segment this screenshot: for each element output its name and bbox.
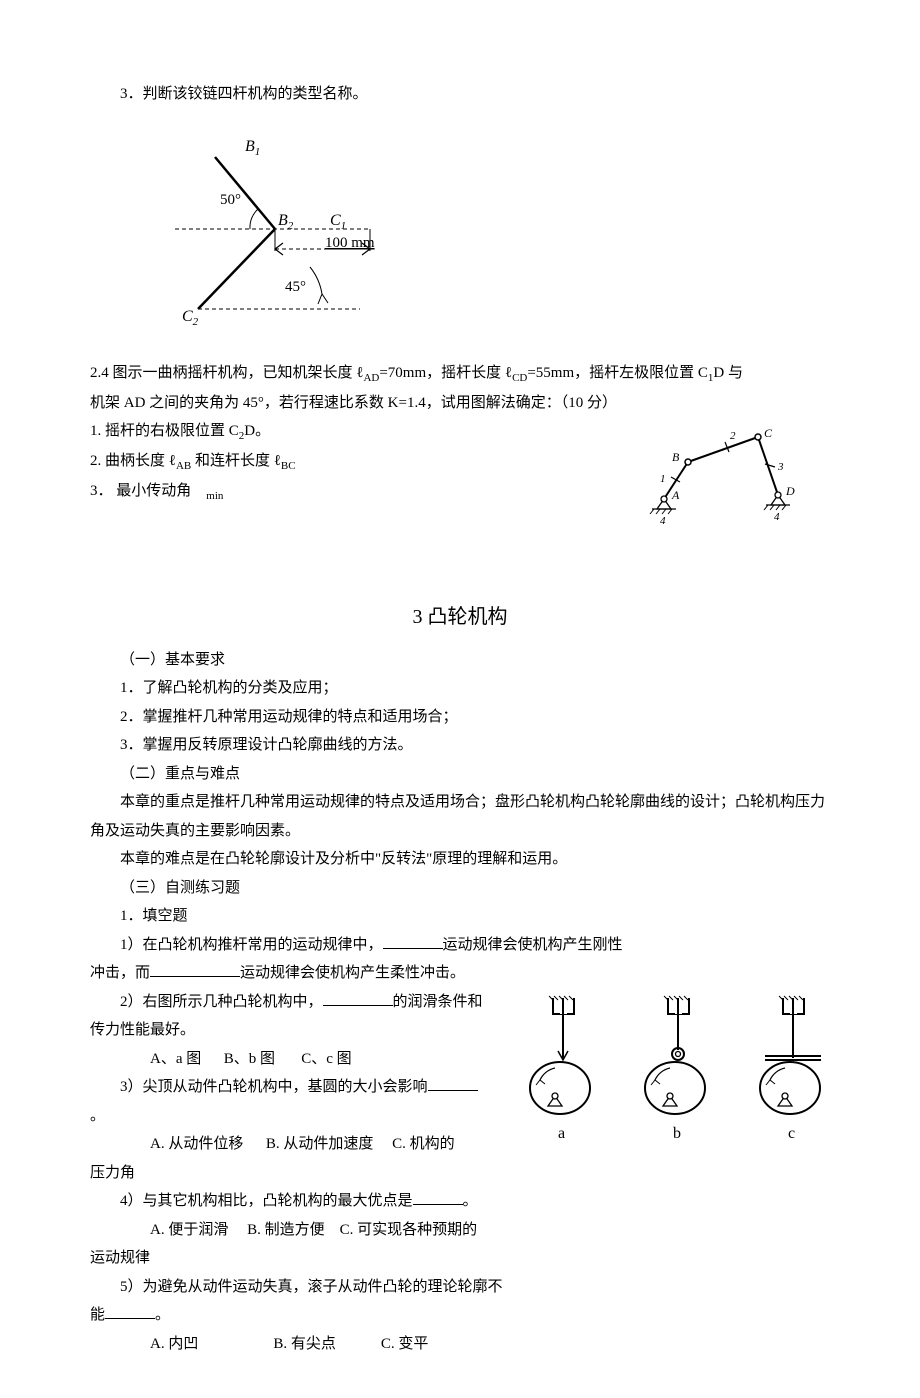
q24-line2: 机架 AD 之间的夹角为 45°，若行程速比系数 K=1.4，试用图解法确定：（… bbox=[90, 389, 830, 418]
svg-text:D: D bbox=[785, 484, 795, 498]
sec3-h3: （三）自测练习题 bbox=[90, 874, 830, 903]
figure-2-fourbar: A B C D 1 2 3 4 4 bbox=[630, 417, 830, 538]
blank-1b bbox=[150, 961, 240, 977]
sec3-p1: 本章的重点是推杆几种常用运动规律的特点及适用场合；盘形凸轮机构凸轮轮廓曲线的设计… bbox=[90, 788, 830, 845]
fill-4-opts: A. 便于润滑 B. 制造方便 C. 可实现各种预期的 bbox=[90, 1216, 830, 1245]
svg-text:b: b bbox=[673, 1125, 681, 1142]
svg-text:C2: C2 bbox=[182, 308, 199, 328]
section-3-title: 3 凸轮机构 bbox=[90, 598, 830, 636]
svg-text:C: C bbox=[764, 426, 773, 440]
svg-text:a: a bbox=[558, 1125, 565, 1142]
sec3-ft: 1．填空题 bbox=[90, 902, 830, 931]
svg-text:B1: B1 bbox=[245, 138, 260, 158]
figure-3-cams: a b bbox=[500, 988, 830, 1159]
svg-text:B: B bbox=[672, 450, 680, 464]
svg-text:3: 3 bbox=[777, 461, 784, 473]
fill-5: 5）为避免从动件运动失真，滚子从动件凸轮的理论轮廓不 bbox=[90, 1273, 830, 1302]
svg-text:4: 4 bbox=[774, 511, 780, 523]
sec3-r3: 3．掌握用反转原理设计凸轮廓曲线的方法。 bbox=[90, 731, 830, 760]
q1-line: 3．判断该铰链四杆机构的类型名称。 bbox=[90, 80, 830, 109]
q1-num: 3． bbox=[120, 86, 143, 102]
svg-text:2: 2 bbox=[730, 430, 736, 442]
svg-text:50°: 50° bbox=[220, 192, 241, 208]
svg-text:A: A bbox=[671, 488, 680, 502]
fill-5-opts: A. 内凹 B. 有尖点 C. 变平 bbox=[90, 1330, 830, 1359]
sec3-h1: （一）基本要求 bbox=[90, 646, 830, 675]
sec3-h2: （二）重点与难点 bbox=[90, 760, 830, 789]
q24-line1: 2.4 图示一曲柄摇杆机构，已知机架长度 ℓAD=70mm，摇杆长度 ℓCD=5… bbox=[90, 359, 830, 389]
svg-text:c: c bbox=[788, 1125, 795, 1142]
q1-text: 判断该铰链四杆机构的类型名称。 bbox=[143, 86, 368, 102]
svg-text:1: 1 bbox=[660, 473, 666, 485]
fill-1-cont: 冲击，而运动规律会使机构产生柔性冲击。 bbox=[90, 959, 830, 988]
fill-3-tail: 压力角 bbox=[90, 1159, 830, 1188]
fill-4-tail: 运动规律 bbox=[90, 1244, 830, 1273]
sec3-p2: 本章的难点是在凸轮轮廓设计及分析中"反转法"原理的理解和运用。 bbox=[90, 845, 830, 874]
fill-1: 1）在凸轮机构推杆常用的运动规律中，运动规律会使机构产生刚性 bbox=[90, 931, 830, 960]
svg-text:4: 4 bbox=[660, 515, 666, 527]
sec3-r2: 2．掌握推杆几种常用运动规律的特点和适用场合； bbox=[90, 703, 830, 732]
blank-1a bbox=[383, 933, 443, 949]
blank-4 bbox=[413, 1189, 463, 1205]
blank-3 bbox=[428, 1075, 478, 1091]
sec3-r1: 1．了解凸轮机构的分类及应用； bbox=[90, 674, 830, 703]
blank-5 bbox=[105, 1303, 155, 1319]
svg-text:45°: 45° bbox=[285, 279, 306, 295]
fill-4: 4）与其它机构相比，凸轮机构的最大优点是。 bbox=[90, 1187, 830, 1216]
fill-5-cont: 能。 bbox=[90, 1301, 830, 1330]
svg-text:100 mm: 100 mm bbox=[325, 235, 375, 251]
blank-2 bbox=[323, 990, 393, 1006]
figure-1-linkage: B1 B2 C1 C2 50° 45° 100 mm bbox=[170, 129, 830, 340]
